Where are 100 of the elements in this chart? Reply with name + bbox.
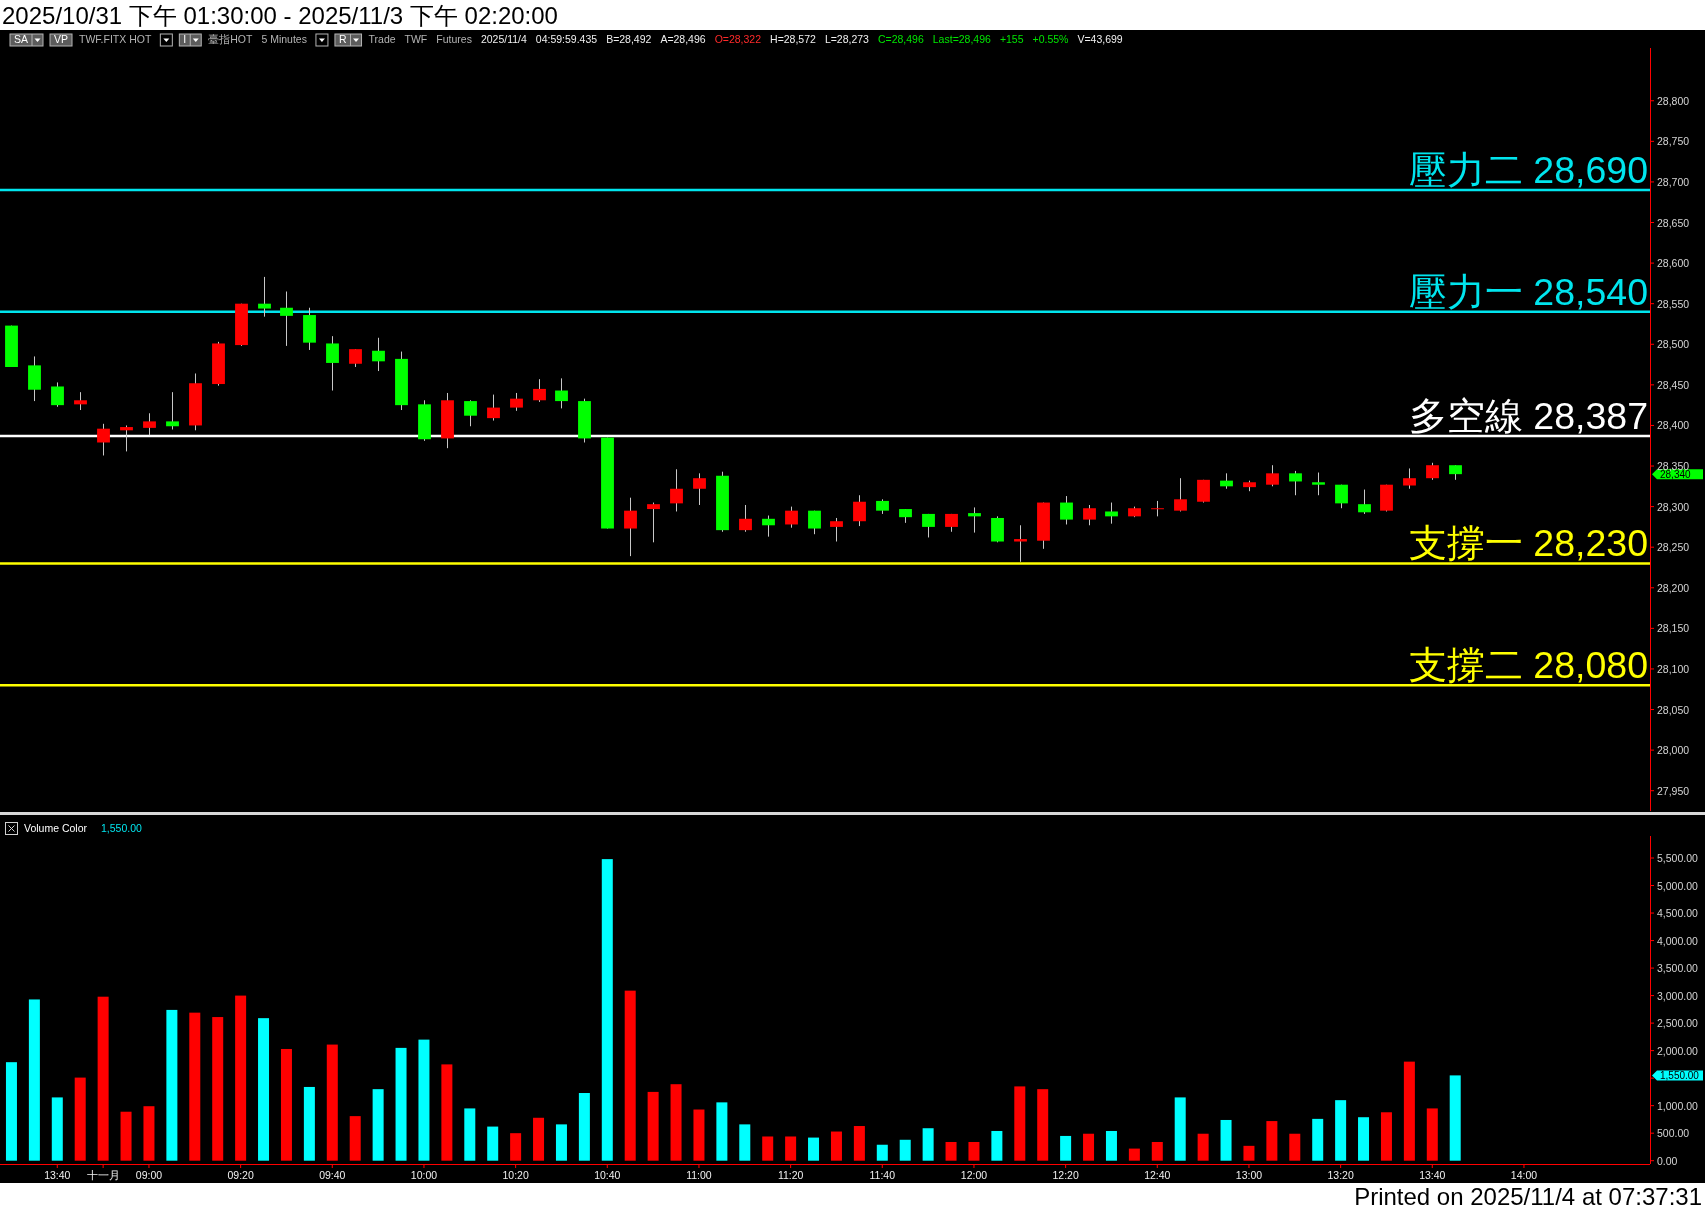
x-tick-label: 10:20: [502, 1169, 529, 1181]
ref-line-label: 支撐一 28,230: [1408, 522, 1648, 565]
bar: [945, 1141, 957, 1161]
y-tick-label: 28,100: [1657, 662, 1690, 675]
bar: [1037, 1089, 1049, 1161]
x-tick-label: 十一月: [86, 1169, 120, 1181]
text: O=28,322: [714, 33, 762, 45]
x-tick-label: 13:20: [1327, 1169, 1354, 1181]
x-tick-label: 12:20: [1052, 1169, 1079, 1181]
candlestick: [853, 494, 866, 527]
x-tick-label: 12:40: [1144, 1169, 1171, 1181]
y-tick-label: 28,300: [1657, 500, 1690, 513]
bar: [1220, 1119, 1232, 1161]
x-tick-label: 10:40: [594, 1169, 621, 1181]
text: R: [338, 33, 347, 45]
bar: [1403, 1061, 1415, 1161]
y-tick-label: 28,800: [1657, 94, 1690, 107]
bar: [1289, 1133, 1301, 1161]
text: SA: [14, 33, 29, 45]
candlestick: [1358, 489, 1371, 515]
bar: [418, 1039, 430, 1161]
candlestick: [1266, 464, 1279, 487]
text: 28,340: [1660, 469, 1692, 481]
candlestick: [693, 472, 706, 506]
candlestick: [1403, 467, 1416, 490]
chart-title: 2025/10/31 下午 01:30:00 - 2025/11/3 下午 02:20:00: [2, 2, 558, 29]
bar: [464, 1108, 476, 1161]
ref-line-label: 壓力二 28,690: [1408, 149, 1648, 192]
candlestick: [464, 399, 477, 427]
candlestick: [762, 515, 775, 538]
text: Futures: [436, 33, 472, 45]
candlestick: [785, 506, 798, 529]
bar: [303, 1086, 315, 1161]
text: 04:59:59.435: [535, 33, 598, 45]
text: Trade: [368, 33, 396, 45]
bar: [1449, 1075, 1461, 1161]
y-tick-label: 28,050: [1657, 703, 1690, 716]
bar: [1243, 1145, 1255, 1161]
x-tick-label: 09:40: [319, 1169, 346, 1181]
candlestick: [258, 276, 271, 318]
bar: [1151, 1141, 1163, 1161]
chart-subtitle: 1,550.00: [101, 822, 143, 834]
candlestick: [991, 515, 1004, 543]
bar: [120, 1111, 132, 1161]
candlestick: [326, 335, 339, 392]
bar: [1128, 1148, 1140, 1161]
candlestick: [166, 391, 179, 430]
bar: [1312, 1118, 1324, 1161]
bar: [762, 1136, 774, 1161]
ref-line-label: 壓力一 28,540: [1408, 270, 1648, 313]
candlestick: [968, 506, 981, 534]
x-tick-label: 11:40: [869, 1169, 896, 1181]
bar: [1060, 1135, 1072, 1161]
y-tick-label: 1,000.00: [1657, 1099, 1699, 1112]
bar: [1014, 1086, 1026, 1161]
text: B=28,492: [606, 33, 652, 45]
candlestick: [372, 337, 385, 372]
bar: [1266, 1121, 1278, 1161]
bar: [326, 1044, 338, 1161]
y-tick-label: 2,500.00: [1657, 1017, 1699, 1030]
text: C=28,496: [877, 33, 924, 45]
text: L=28,273: [824, 33, 870, 45]
x-tick-label: 12:00: [960, 1169, 988, 1181]
bar: [1335, 1100, 1347, 1161]
bar: [51, 1097, 63, 1161]
y-tick-label: 28,000: [1657, 744, 1690, 757]
bar: [716, 1102, 728, 1161]
bar: [372, 1089, 384, 1161]
y-tick-label: 28,700: [1657, 175, 1690, 188]
bar: [189, 1012, 201, 1161]
bar: [395, 1047, 407, 1161]
bar: [212, 1017, 224, 1161]
bar: [1083, 1133, 1095, 1161]
candlestick: [51, 381, 64, 408]
bar: [830, 1131, 842, 1161]
candlestick: [624, 497, 637, 557]
candlestick: [280, 291, 293, 347]
bar: [280, 1048, 292, 1161]
text: 1,550.00: [1660, 1070, 1700, 1082]
bar: [808, 1137, 820, 1161]
y-tick-label: 28,250: [1657, 541, 1690, 554]
bar: [349, 1116, 361, 1161]
bar: [601, 859, 613, 1161]
chart-title: Volume Color: [24, 822, 88, 834]
candlestick: [830, 517, 843, 543]
candlestick: [1083, 504, 1096, 526]
y-tick-label: 4,500.00: [1657, 907, 1699, 920]
text: H=28,572: [770, 33, 817, 45]
bar: [968, 1141, 980, 1161]
candlestick: [670, 468, 683, 512]
candlestick: [739, 504, 752, 533]
y-tick-label: 28,650: [1657, 216, 1690, 229]
text: V=43,699: [1077, 33, 1123, 45]
bar: [578, 1093, 590, 1161]
candlestick: [120, 424, 133, 452]
candlestick: [1105, 502, 1118, 525]
x-tick-label: 13:40: [44, 1169, 71, 1181]
text: Last=28,496: [932, 33, 992, 45]
y-tick-label: 5,500.00: [1657, 852, 1699, 865]
y-tick-label: 3,500.00: [1657, 962, 1699, 975]
